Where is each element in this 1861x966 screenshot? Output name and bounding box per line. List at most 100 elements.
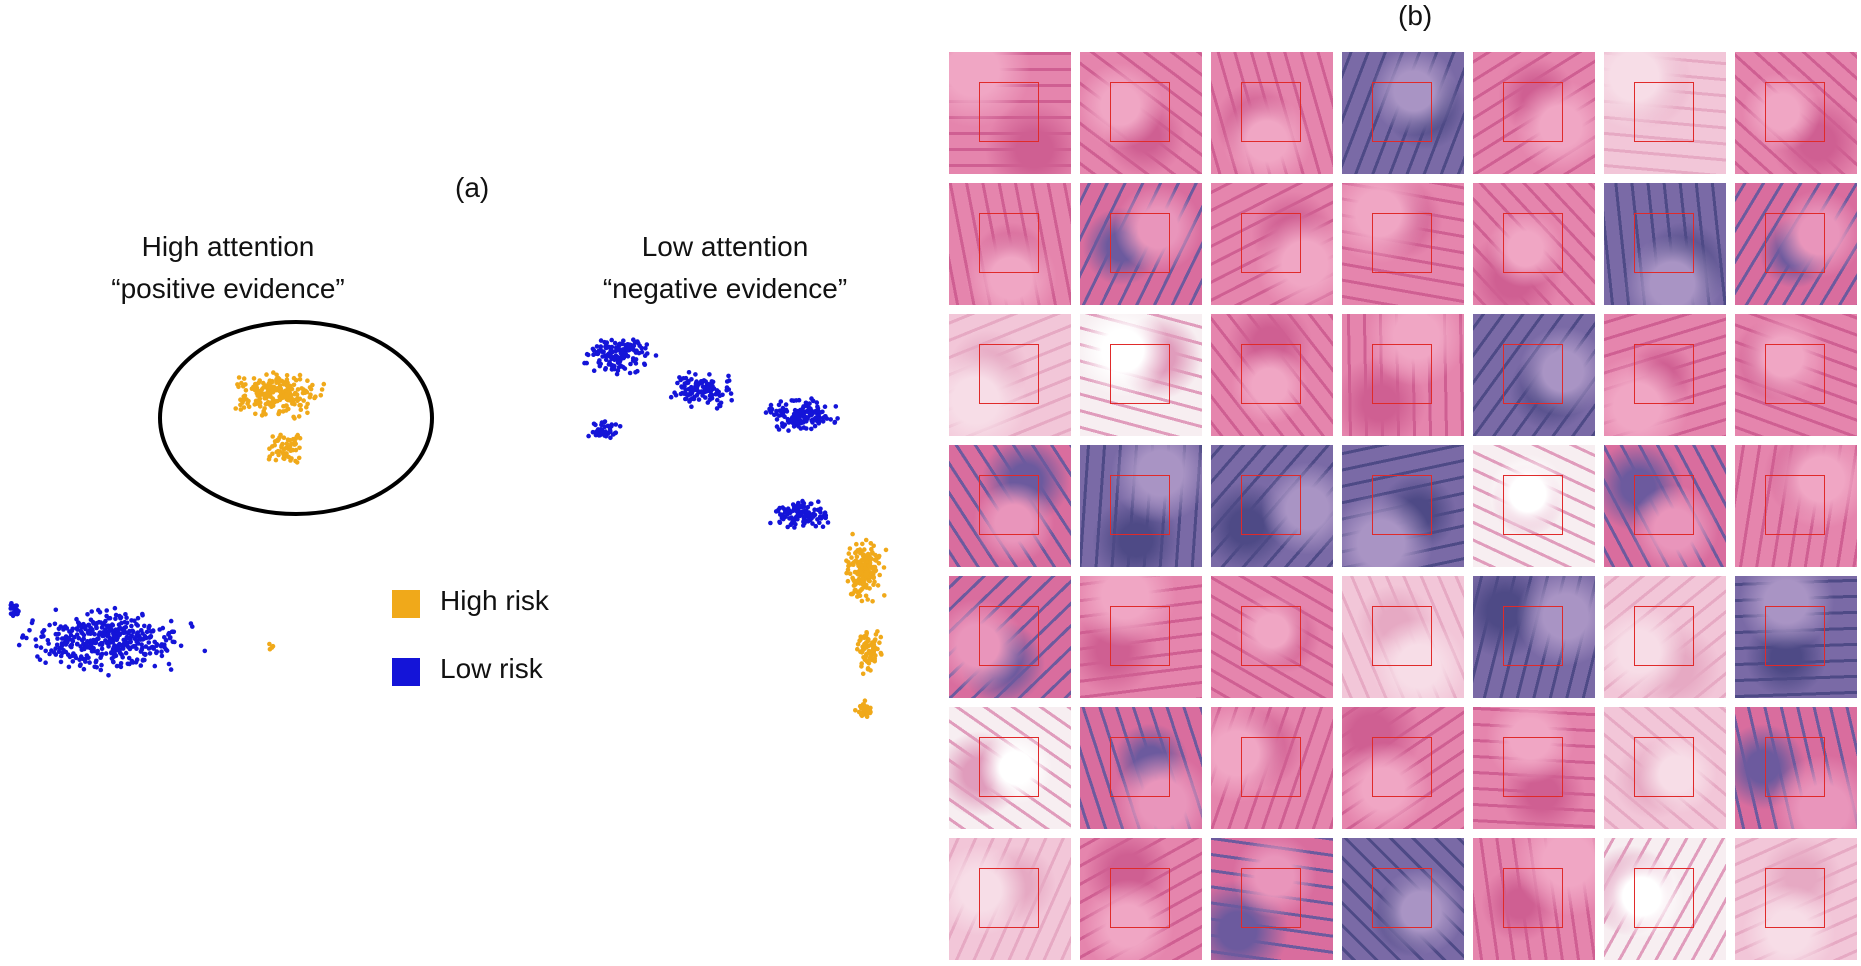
low-risk-point — [612, 340, 618, 346]
high-risk-point — [881, 565, 887, 570]
low-risk-point — [142, 623, 147, 629]
low-risk-point — [689, 404, 694, 409]
low-risk-point — [709, 379, 715, 384]
low-risk-point — [167, 635, 173, 641]
high-risk-point — [295, 432, 301, 438]
high-risk-point — [847, 571, 853, 576]
low-risk-point — [707, 393, 713, 398]
high-risk-point — [294, 397, 300, 402]
low-risk-point — [627, 370, 633, 376]
low-risk-point — [812, 507, 817, 512]
low-risk-point — [158, 644, 164, 649]
low-risk-point — [37, 657, 43, 662]
high-risk-point — [274, 449, 280, 455]
low-risk-point — [58, 624, 63, 629]
low-risk-point — [93, 659, 99, 665]
low-risk-point — [70, 659, 76, 664]
high-risk-point — [853, 587, 858, 593]
tissue-patch-tile — [949, 838, 1071, 960]
low-risk-point — [39, 634, 44, 639]
low-risk-point — [154, 643, 159, 648]
low-risk-point — [134, 634, 139, 639]
attention-region-box — [1634, 737, 1694, 797]
attention-region-box — [1110, 213, 1170, 273]
low-risk-point — [120, 655, 125, 660]
low-risk-point — [684, 396, 689, 401]
low-risk-point — [47, 651, 52, 657]
high-risk-point — [283, 394, 289, 399]
tissue-patch-tile — [1473, 576, 1595, 698]
high-risk-point — [871, 575, 876, 581]
low-risk-point — [94, 620, 100, 626]
low-risk-point — [86, 631, 91, 636]
low-risk-point — [697, 390, 702, 395]
high-risk-point — [850, 560, 856, 566]
low-risk-point — [93, 640, 99, 645]
low-risk-point — [784, 409, 790, 414]
attention-region-box — [1503, 737, 1563, 797]
tissue-patch-tile — [1604, 576, 1726, 698]
attention-region-box — [1372, 606, 1432, 666]
low-risk-point — [78, 654, 84, 659]
low-risk-point — [106, 639, 112, 644]
low-risk-point — [609, 422, 614, 427]
high-risk-point — [872, 579, 877, 585]
panel-b-label: (b) — [1398, 0, 1433, 31]
low-risk-point — [602, 339, 607, 345]
low-risk-point — [778, 399, 784, 404]
low-risk-point — [795, 512, 801, 517]
low-risk-point — [106, 673, 111, 678]
low-risk-point — [86, 644, 92, 650]
low-risk-point — [635, 368, 640, 374]
low-risk-point — [603, 367, 608, 372]
low-risk-point — [15, 609, 21, 614]
low-risk-point — [798, 512, 804, 518]
high-risk-point — [855, 642, 861, 647]
attention-region-box — [1503, 82, 1563, 142]
low-risk-point — [807, 401, 812, 406]
low-risk-point — [113, 616, 118, 622]
high-risk-point — [854, 541, 859, 547]
high-risk-point — [878, 634, 884, 640]
low-risk-point — [47, 622, 52, 628]
low-risk-point — [45, 638, 51, 643]
high-risk-point — [867, 586, 872, 591]
high-risk-point — [258, 388, 264, 394]
low-risk-point — [603, 344, 608, 350]
attention-region-box — [979, 737, 1039, 797]
high-risk-point — [864, 651, 869, 657]
high-risk-point — [845, 578, 851, 584]
attention-region-box — [1765, 606, 1825, 666]
low-risk-point — [27, 628, 32, 633]
low-risk-point — [584, 360, 589, 366]
low-risk-point — [99, 646, 105, 651]
tissue-patch-tile — [1604, 707, 1726, 829]
low-risk-point — [89, 609, 94, 614]
low-risk-point — [159, 649, 164, 654]
low-risk-point — [105, 624, 111, 630]
high-risk-point — [867, 655, 873, 661]
low-risk-point — [100, 630, 106, 635]
low-risk-point — [715, 397, 720, 403]
low-risk-point — [816, 499, 821, 504]
tissue-patch-tile — [1080, 445, 1202, 567]
attention-region-box — [979, 475, 1039, 535]
low-risk-point — [38, 645, 44, 650]
attention-region-box — [1110, 868, 1170, 928]
high-risk-point — [875, 583, 881, 588]
low-risk-point — [720, 392, 725, 398]
low-risk-point — [79, 629, 84, 635]
low-risk-point — [693, 381, 699, 386]
high-risk-point — [284, 441, 290, 446]
tissue-patch-tile — [1735, 576, 1857, 698]
high-risk-point — [873, 637, 878, 642]
low-risk-point — [65, 639, 70, 645]
low-risk-point — [170, 639, 176, 645]
attention-region-box — [1503, 213, 1563, 273]
high-risk-point — [864, 714, 870, 719]
attention-region-box — [979, 82, 1039, 142]
low-risk-point — [106, 616, 111, 621]
low-risk-point — [812, 423, 818, 429]
low-risk-point — [689, 377, 694, 382]
low-risk-point — [59, 641, 65, 646]
